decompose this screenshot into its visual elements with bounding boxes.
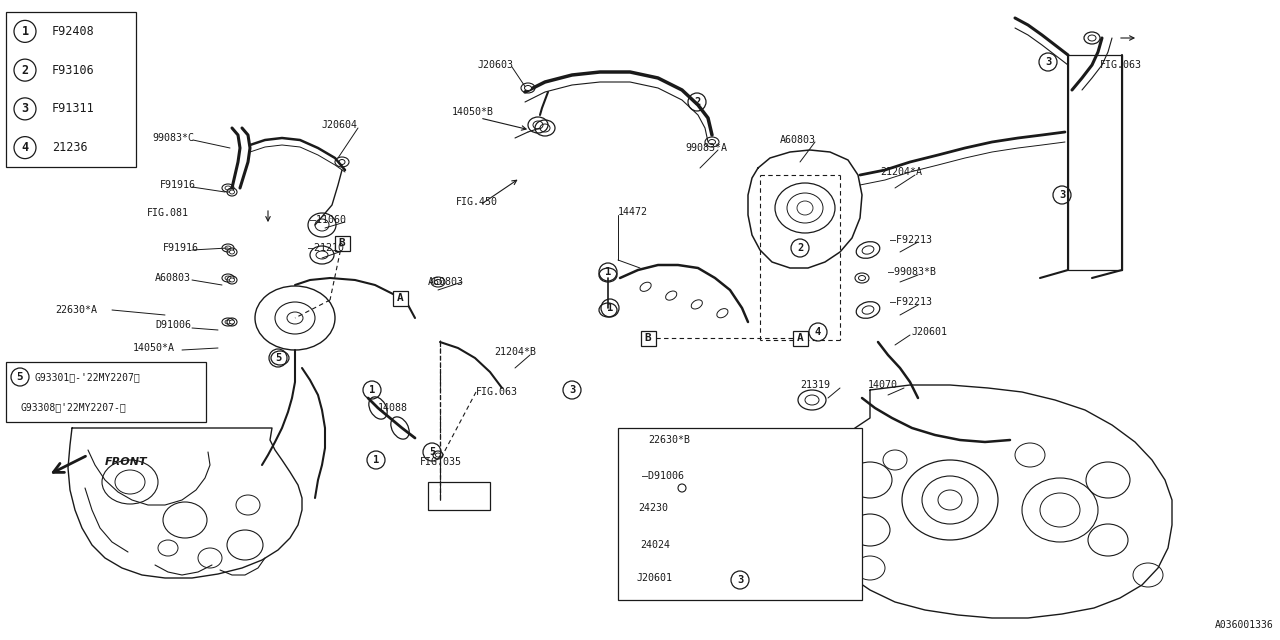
Text: F91916: F91916 xyxy=(160,180,196,190)
Text: 2: 2 xyxy=(694,97,700,107)
Text: F91916: F91916 xyxy=(163,243,198,253)
Ellipse shape xyxy=(229,250,234,254)
Ellipse shape xyxy=(859,275,865,280)
Text: 4: 4 xyxy=(815,327,822,337)
Text: B: B xyxy=(645,333,652,343)
Text: 14070: 14070 xyxy=(868,380,899,390)
Text: 1: 1 xyxy=(372,455,379,465)
Ellipse shape xyxy=(672,474,677,478)
Text: F93106: F93106 xyxy=(52,63,95,77)
Text: 3: 3 xyxy=(568,385,575,395)
Text: 1: 1 xyxy=(22,25,28,38)
Text: —21210: —21210 xyxy=(308,243,344,253)
Text: 24230: 24230 xyxy=(637,503,668,513)
Text: 22630*A: 22630*A xyxy=(55,305,97,315)
Ellipse shape xyxy=(339,159,346,164)
Text: J20604: J20604 xyxy=(323,120,358,130)
Text: 99083*C: 99083*C xyxy=(152,133,195,143)
Text: A036001336: A036001336 xyxy=(1215,620,1274,630)
Bar xyxy=(6,362,206,422)
Text: 2: 2 xyxy=(797,243,803,253)
Text: D91006: D91006 xyxy=(155,320,191,330)
Text: 1: 1 xyxy=(369,385,375,395)
Text: 21204*A: 21204*A xyxy=(881,167,922,177)
Text: 14050*B: 14050*B xyxy=(452,107,494,117)
Text: 22630*B: 22630*B xyxy=(648,435,690,445)
Text: B: B xyxy=(339,238,346,248)
Text: F92408: F92408 xyxy=(52,25,95,38)
Ellipse shape xyxy=(229,320,234,324)
Text: 3: 3 xyxy=(737,575,744,585)
Text: FIG.063: FIG.063 xyxy=(476,387,518,397)
Text: A60803: A60803 xyxy=(780,135,817,145)
Text: 1: 1 xyxy=(605,267,611,277)
Text: FIG.035: FIG.035 xyxy=(420,457,462,467)
Text: 2: 2 xyxy=(22,63,28,77)
Text: 21204*B: 21204*B xyxy=(494,347,536,357)
Text: —F92213: —F92213 xyxy=(890,235,932,245)
Text: A60803: A60803 xyxy=(155,273,191,283)
Bar xyxy=(334,236,349,250)
Text: J20601: J20601 xyxy=(637,573,673,583)
Ellipse shape xyxy=(229,278,234,282)
Text: 5: 5 xyxy=(429,447,435,457)
Text: F91311: F91311 xyxy=(52,102,95,115)
Bar xyxy=(6,12,136,167)
Text: 14050*A: 14050*A xyxy=(133,343,175,353)
Ellipse shape xyxy=(1088,35,1096,41)
Text: FIG.063: FIG.063 xyxy=(1100,60,1142,70)
Text: 14088: 14088 xyxy=(378,403,408,413)
Text: J20603: J20603 xyxy=(477,60,515,70)
Text: 3: 3 xyxy=(1044,57,1051,67)
Text: 99083*A: 99083*A xyxy=(685,143,727,153)
Text: —F92213: —F92213 xyxy=(890,297,932,307)
Bar xyxy=(618,428,861,600)
Text: FRONT: FRONT xyxy=(105,457,147,467)
Text: G93308「'22MY2207-」: G93308「'22MY2207-」 xyxy=(20,402,125,412)
Ellipse shape xyxy=(525,86,531,90)
Text: A: A xyxy=(397,293,403,303)
Text: —11060: —11060 xyxy=(310,215,346,225)
Text: 21236: 21236 xyxy=(52,141,87,154)
Text: 14472: 14472 xyxy=(618,207,648,217)
Text: J20601: J20601 xyxy=(913,327,948,337)
Text: 5: 5 xyxy=(17,372,23,382)
Text: FIG.450: FIG.450 xyxy=(456,197,498,207)
Text: 24024: 24024 xyxy=(640,540,669,550)
Text: 3: 3 xyxy=(1059,190,1065,200)
Text: —D91006: —D91006 xyxy=(643,471,684,481)
Text: 3: 3 xyxy=(22,102,28,115)
Bar xyxy=(393,291,407,305)
Text: —99083*B: —99083*B xyxy=(888,267,936,277)
Text: A60803: A60803 xyxy=(428,277,465,287)
Bar xyxy=(428,482,490,510)
Text: A: A xyxy=(796,333,804,343)
Text: 5: 5 xyxy=(275,353,282,363)
Ellipse shape xyxy=(435,453,440,457)
Ellipse shape xyxy=(434,280,442,285)
Ellipse shape xyxy=(709,140,716,145)
Bar xyxy=(1068,55,1123,270)
Text: 4: 4 xyxy=(22,141,28,154)
Text: 1: 1 xyxy=(607,303,613,313)
Ellipse shape xyxy=(678,484,686,492)
Text: FIG.081: FIG.081 xyxy=(147,208,189,218)
Bar xyxy=(792,330,808,346)
Ellipse shape xyxy=(229,190,234,194)
Bar xyxy=(640,330,655,346)
Text: G93301「-'22MY2207」: G93301「-'22MY2207」 xyxy=(35,372,140,382)
Text: 21319: 21319 xyxy=(800,380,829,390)
Ellipse shape xyxy=(646,575,654,580)
